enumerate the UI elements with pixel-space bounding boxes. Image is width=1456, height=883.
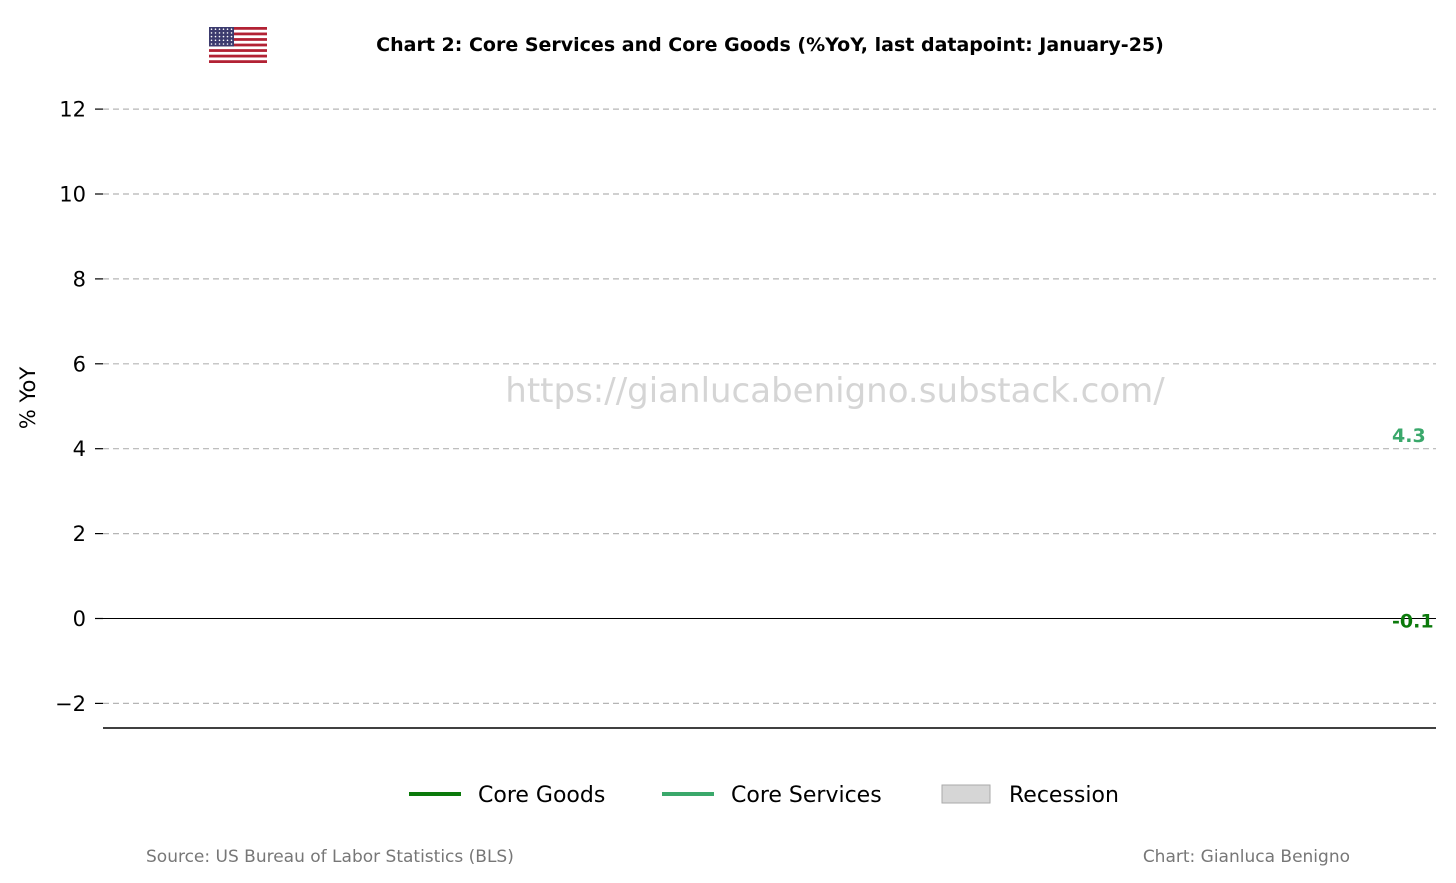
legend: Core Goods Core Services Recession xyxy=(409,783,1119,808)
grid-layer xyxy=(103,108,1436,705)
legend-label-core-services: Core Services xyxy=(731,783,882,808)
chart-title: Chart 2: Core Services and Core Goods (%… xyxy=(376,34,1164,56)
y-tick-label: 6 xyxy=(73,352,86,376)
y-axis-label: % YoY xyxy=(16,367,40,430)
y-tick-label: 4 xyxy=(73,437,86,461)
watermark: https://gianlucabenigno.substack.com/ xyxy=(505,371,1165,411)
y-tick-label: −2 xyxy=(55,692,86,716)
legend-swatch-recession xyxy=(941,784,991,804)
y-tick-label: 2 xyxy=(73,522,86,546)
y-tick-label: 0 xyxy=(73,607,86,631)
y-tick-label: 8 xyxy=(73,267,86,291)
source-note: Source: US Bureau of Labor Statistics (B… xyxy=(146,847,514,867)
y-tick-label: 10 xyxy=(59,183,86,207)
chart-credit: Chart: Gianluca Benigno xyxy=(1143,847,1350,867)
legend-label-recession: Recession xyxy=(1009,783,1119,808)
end-label-layer: -0.1 4.3 xyxy=(1392,425,1434,633)
y-tick-label: 12 xyxy=(59,98,86,122)
axes-layer: −20246810122019202020212022202320242025 xyxy=(55,98,1436,729)
end-label-core-services: 4.3 xyxy=(1392,425,1426,447)
legend-label-core-goods: Core Goods xyxy=(478,783,605,808)
us-flag-icon xyxy=(209,27,267,63)
end-label-core-goods: -0.1 xyxy=(1392,611,1434,633)
